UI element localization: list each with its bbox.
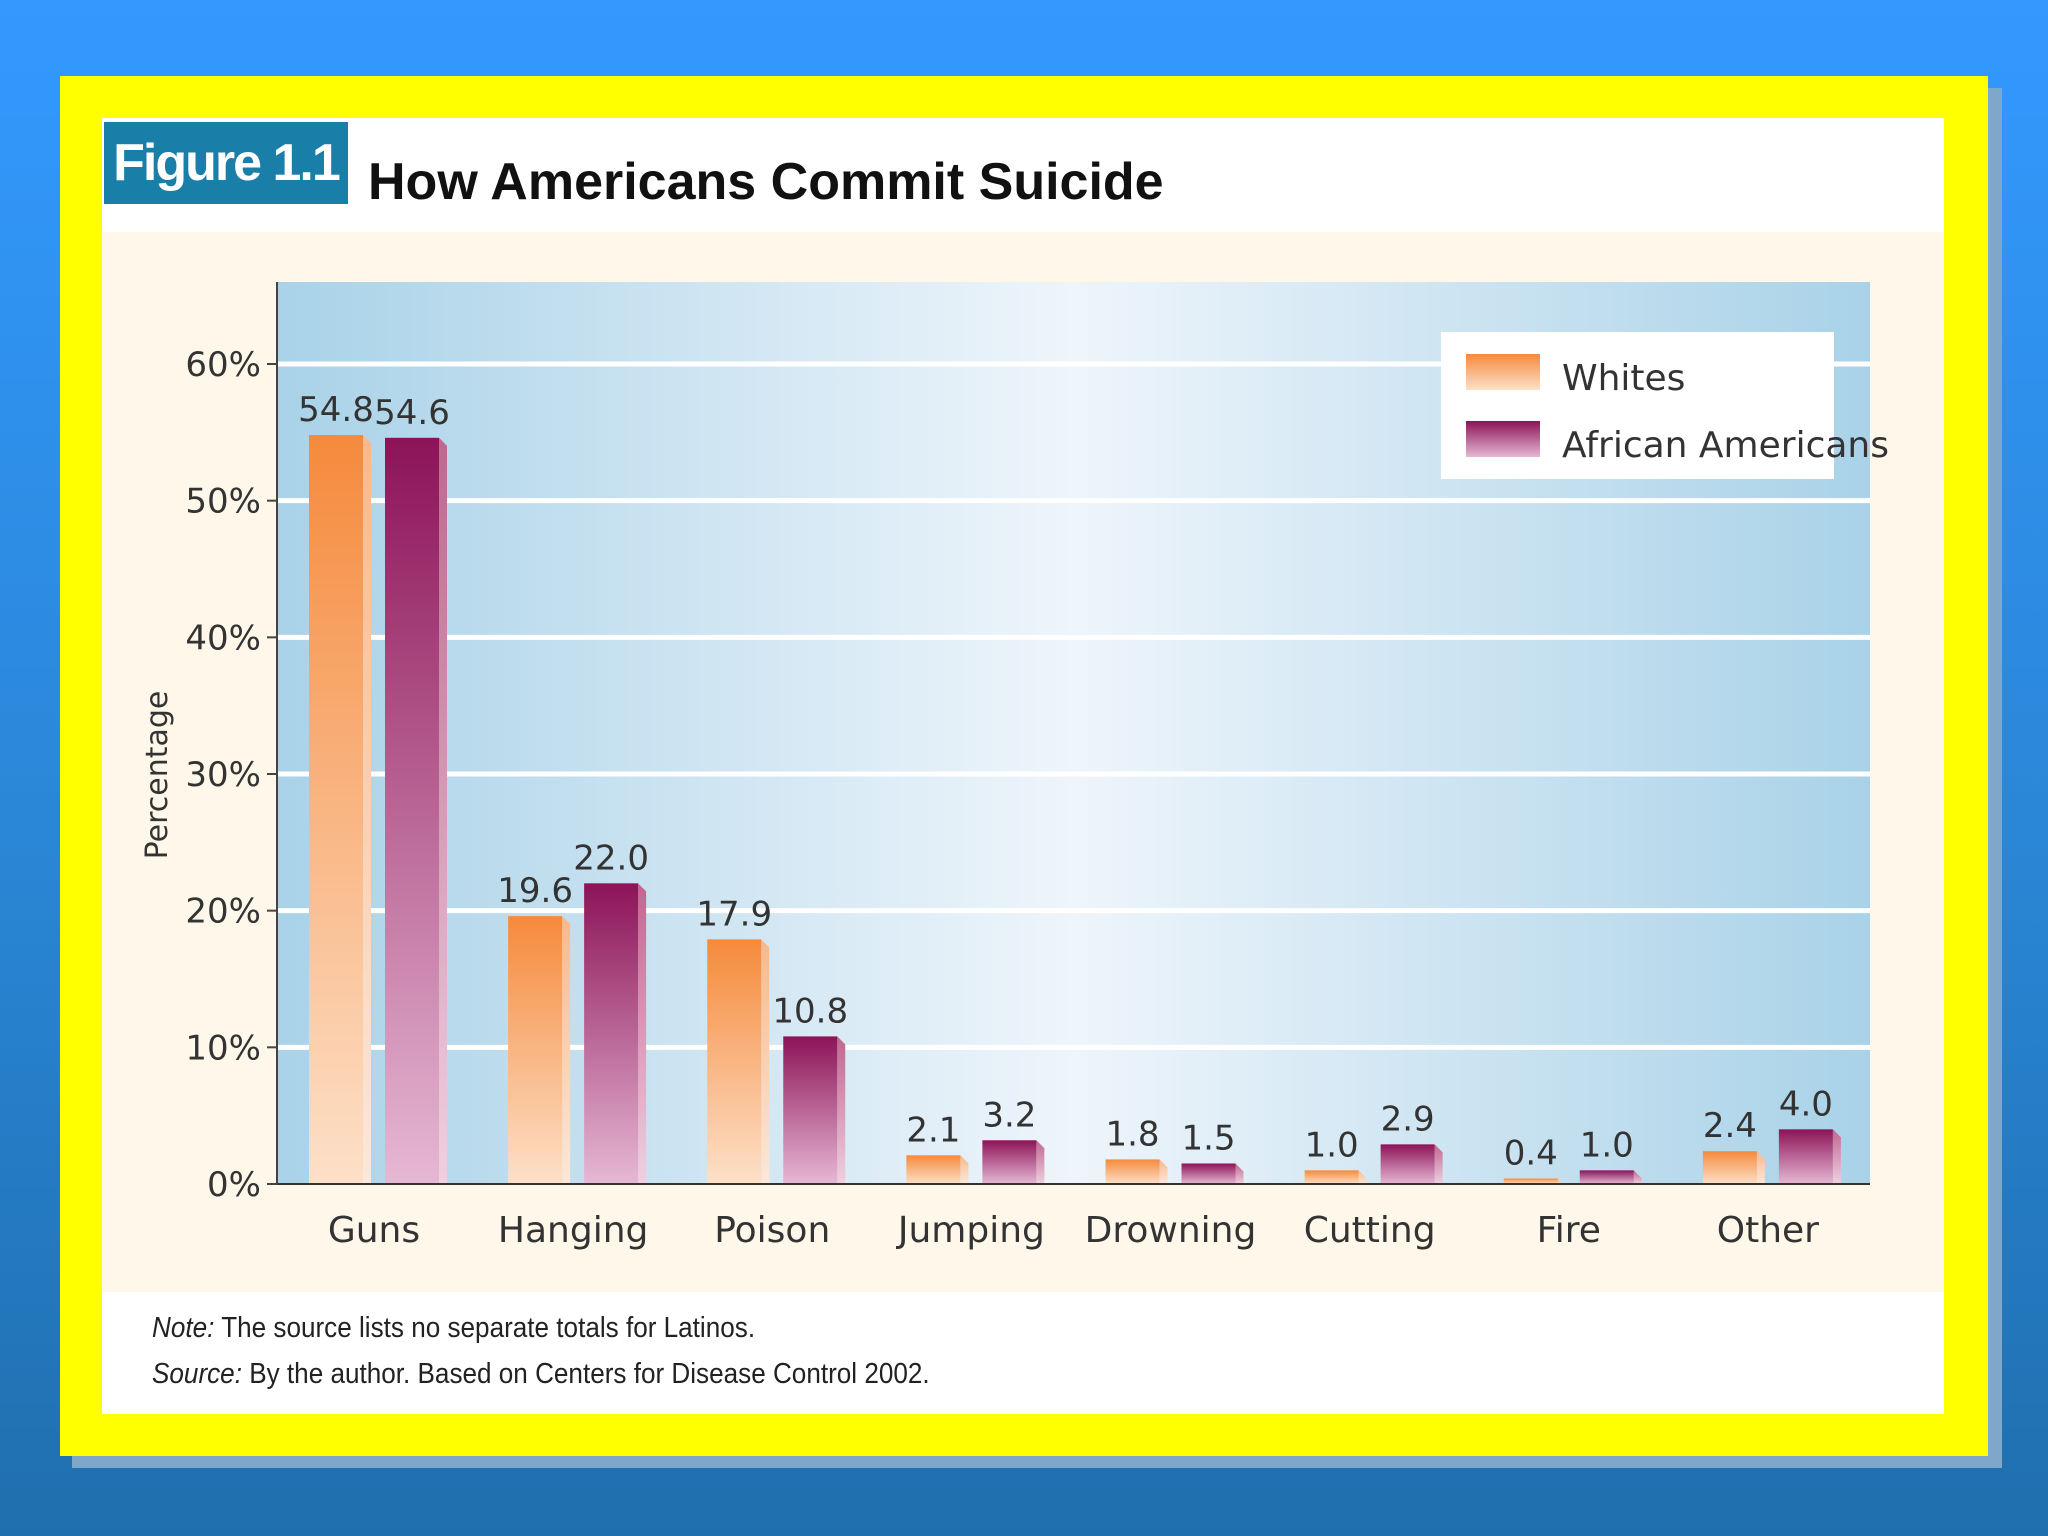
source-text: By the author. Based on Centers for Dise… <box>249 1358 930 1390</box>
bar-side-poison-african-americans <box>837 1036 846 1184</box>
legend-label-african-americans: African Americans <box>1562 425 1889 466</box>
note-line: Note: The source lists no separate total… <box>152 1312 755 1345</box>
value-label-cutting-african-americans: 2.9 <box>1381 1099 1435 1139</box>
x-tick-label-jumping: Jumping <box>896 1210 1045 1251</box>
y-tick-label: 50% <box>185 482 261 522</box>
bar-side-hanging-whites <box>562 916 571 1184</box>
bar-side-hanging-african-americans <box>638 883 647 1184</box>
bar-drowning-whites <box>1105 1159 1160 1184</box>
bar-side-cutting-african-americans <box>1434 1144 1443 1184</box>
value-label-poison-whites: 17.9 <box>696 894 772 934</box>
bar-poison-african-americans <box>783 1036 838 1184</box>
legend-label-whites: Whites <box>1562 358 1685 399</box>
x-tick-label-guns: Guns <box>328 1210 420 1251</box>
legend-swatch-african-americans <box>1466 421 1540 457</box>
value-label-jumping-african-americans: 3.2 <box>982 1095 1036 1135</box>
bar-side-drowning-whites <box>1159 1159 1168 1184</box>
bar-side-drowning-african-americans <box>1235 1163 1244 1184</box>
value-label-drowning-whites: 1.8 <box>1105 1114 1159 1154</box>
bar-jumping-african-americans <box>982 1140 1037 1184</box>
bar-side-jumping-whites <box>960 1155 969 1184</box>
y-tick-label: 20% <box>185 892 261 932</box>
figure-title: How Americans Commit Suicide <box>368 153 1164 211</box>
y-tick-label: 40% <box>185 618 261 658</box>
bar-side-cutting-whites <box>1358 1170 1367 1184</box>
bar-other-african-americans <box>1778 1129 1833 1184</box>
y-tick-label: 30% <box>185 755 261 795</box>
x-tick-label-drowning: Drowning <box>1085 1210 1257 1251</box>
bar-hanging-african-americans <box>584 883 639 1184</box>
bar-fire-whites <box>1503 1178 1558 1184</box>
x-tick-label-poison: Poison <box>714 1210 830 1251</box>
value-label-poison-african-americans: 10.8 <box>772 991 848 1031</box>
figure-number-tag: Figure 1.1 <box>104 122 348 204</box>
bar-fire-african-americans <box>1579 1170 1634 1184</box>
y-tick-label: 0% <box>207 1165 261 1205</box>
value-label-hanging-african-americans: 22.0 <box>573 838 649 878</box>
figure-header: Figure 1.1 How Americans Commit Suicide <box>102 118 1944 232</box>
bar-side-fire-african-americans <box>1633 1170 1642 1184</box>
x-tick-label-fire: Fire <box>1537 1210 1601 1251</box>
legend-swatch-whites <box>1466 354 1540 390</box>
bar-drowning-african-americans <box>1181 1163 1236 1184</box>
note-text: The source lists no separate totals for … <box>221 1312 756 1344</box>
legend: Whites African Americans <box>1441 332 1889 479</box>
x-tick-label-cutting: Cutting <box>1304 1210 1436 1251</box>
bar-side-guns-whites <box>363 435 371 1185</box>
bar-poison-whites <box>707 939 762 1184</box>
value-label-hanging-whites: 19.6 <box>497 871 573 911</box>
bar-guns-whites <box>309 435 363 1185</box>
source-line: Source: By the author. Based on Centers … <box>152 1358 930 1391</box>
y-axis-label: Percentage <box>140 691 175 860</box>
x-tick-label-hanging: Hanging <box>498 1210 648 1251</box>
bar-hanging-whites <box>508 916 563 1184</box>
value-label-guns-whites: 54.8 <box>298 390 374 430</box>
bar-cutting-african-americans <box>1380 1144 1435 1184</box>
bar-side-other-african-americans <box>1832 1129 1841 1184</box>
bar-side-guns-african-americans <box>439 437 447 1184</box>
value-label-drowning-african-americans: 1.5 <box>1181 1119 1235 1159</box>
bar-side-poison-whites <box>761 939 770 1184</box>
value-label-fire-african-americans: 1.0 <box>1580 1125 1634 1165</box>
y-tick-label: 60% <box>185 345 261 385</box>
bar-side-jumping-african-americans <box>1036 1140 1045 1184</box>
value-label-jumping-whites: 2.1 <box>906 1110 960 1150</box>
bar-side-other-whites <box>1756 1151 1765 1184</box>
value-label-guns-african-americans: 54.6 <box>374 393 450 433</box>
bar-cutting-whites <box>1304 1170 1359 1184</box>
figure-footer: Note: The source lists no separate total… <box>102 1292 1944 1414</box>
value-label-other-whites: 2.4 <box>1703 1106 1757 1146</box>
note-label: Note: <box>152 1312 215 1344</box>
y-tick-label: 10% <box>185 1028 261 1068</box>
bar-guns-african-americans <box>385 437 439 1184</box>
value-label-other-african-americans: 4.0 <box>1779 1084 1833 1124</box>
source-label: Source: <box>152 1358 242 1390</box>
x-tick-label-other: Other <box>1717 1210 1819 1251</box>
value-label-fire-whites: 0.4 <box>1504 1134 1558 1174</box>
bar-other-whites <box>1702 1151 1757 1184</box>
value-label-cutting-whites: 1.0 <box>1305 1125 1359 1165</box>
bar-jumping-whites <box>906 1155 961 1184</box>
